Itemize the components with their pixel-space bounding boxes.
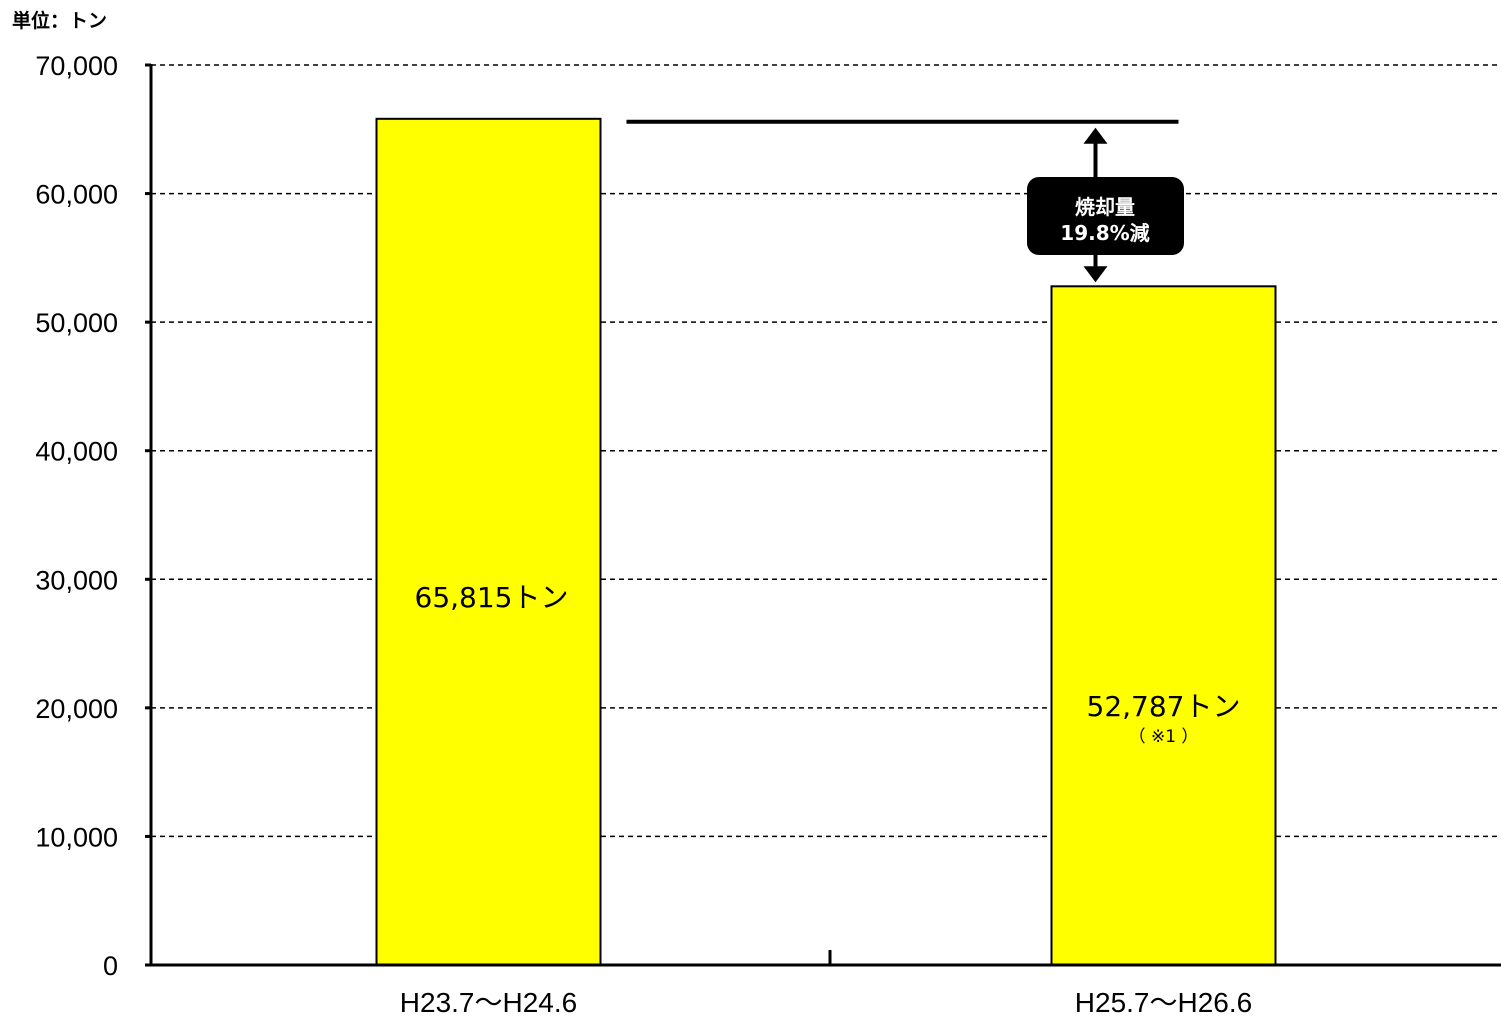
reduction-arrow-down-head (1083, 266, 1108, 283)
x-axis-labels: H23.7〜H24.6 H25.7〜H26.6 (400, 987, 1252, 1018)
y-tick-label: 40,000 (35, 437, 118, 467)
x-category-label: H23.7〜H24.6 (400, 987, 577, 1018)
x-category-label: H25.7〜H26.6 (1075, 987, 1252, 1018)
reduction-arrow-up-head (1083, 127, 1108, 144)
y-tick-label: 20,000 (35, 694, 118, 724)
y-tick-label: 50,000 (35, 308, 118, 338)
y-tick-label: 30,000 (35, 565, 118, 595)
bars (375, 117, 1277, 967)
bar (1050, 285, 1277, 966)
y-tick-label: 0 (103, 951, 118, 981)
bar-value-label: 52,787トン (1087, 690, 1241, 723)
y-tick-label: 60,000 (35, 180, 118, 210)
bar-value-labels: 65,815トン 52,787トン （ ※1 ） (415, 581, 1241, 747)
bar-value-label: 65,815トン (415, 581, 569, 614)
bar (375, 117, 602, 967)
gridlines (151, 64, 1501, 838)
bar-value-note: （ ※1 ） (1129, 727, 1199, 747)
y-axis-ticks: 0 10,000 20,000 30,000 40,000 50,000 60,000 70,… (35, 51, 151, 981)
y-tick-label: 10,000 (35, 822, 118, 852)
unit-label: 単位：トン (12, 9, 107, 32)
y-tick-label: 70,000 (35, 51, 118, 81)
callout-box (1027, 177, 1184, 255)
callout-label-line2: 19.8%減 (1060, 221, 1149, 245)
reduction-annotation: 焼却量 19.8%減 (626, 119, 1184, 283)
callout-label-line1: 焼却量 (1075, 195, 1135, 219)
